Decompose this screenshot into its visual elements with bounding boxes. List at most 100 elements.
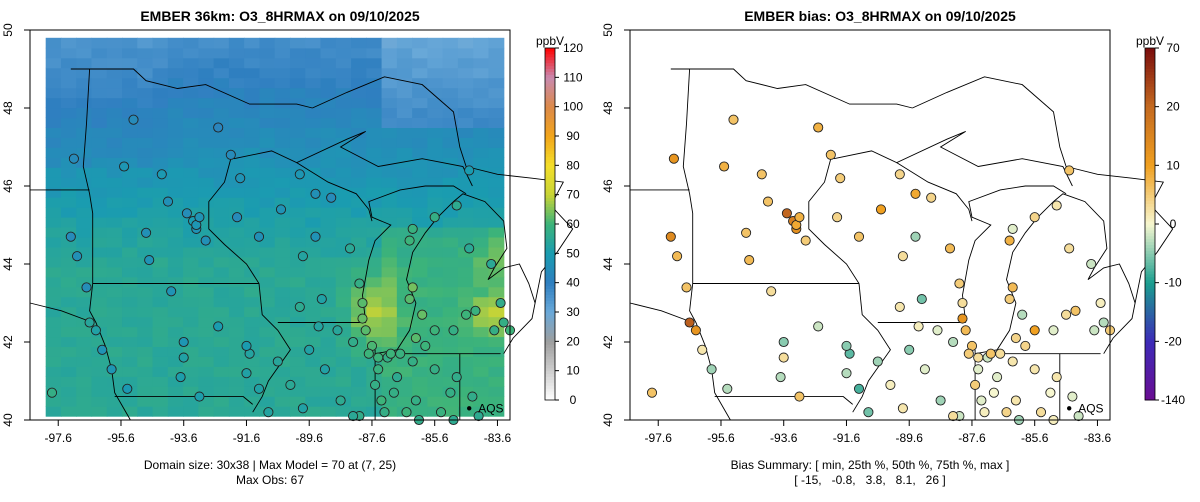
station-marker <box>495 297 506 309</box>
state-boundaries <box>29 68 574 421</box>
heatmap-cell <box>137 336 154 348</box>
heatmap-cell <box>305 236 322 248</box>
heatmap-cell <box>320 47 337 59</box>
heatmap-cell <box>366 37 383 49</box>
heatmap-cell <box>152 376 169 387</box>
heatmap-cell <box>335 346 352 357</box>
station-marker <box>294 301 305 312</box>
heatmap-cell <box>213 107 230 119</box>
station-marker <box>344 243 356 254</box>
colorbar-segment <box>545 270 555 275</box>
heatmap-cell <box>167 67 184 79</box>
heatmap-cell <box>106 326 123 338</box>
y-tick-label: 42 <box>601 335 615 349</box>
heatmap-cell <box>152 366 169 377</box>
heatmap-cell <box>381 167 398 178</box>
heatmap-cell <box>381 107 398 119</box>
heatmap-cell <box>351 216 367 228</box>
heatmap-cell <box>228 187 245 198</box>
heatmap-cell <box>106 336 123 348</box>
heatmap-cell <box>76 276 93 288</box>
colorbar-segment <box>1145 394 1155 398</box>
colorbar-segment <box>545 364 555 369</box>
station-marker <box>778 336 789 348</box>
station-marker <box>976 395 987 406</box>
heatmap-cell <box>412 77 428 89</box>
colorbar-unit: ppbV <box>1136 34 1164 48</box>
heatmap-cell <box>442 286 459 298</box>
heatmap-cell <box>305 396 322 407</box>
heatmap-cell <box>152 127 169 138</box>
station-marker <box>1010 395 1021 406</box>
colorbar-segment <box>545 92 555 96</box>
x-tick-label: -85.6 <box>421 431 449 445</box>
heatmap-cell <box>60 396 77 407</box>
colorbar-segment <box>1145 226 1155 231</box>
heatmap-cell <box>442 167 459 178</box>
station-marker <box>979 407 990 418</box>
heatmap-cell <box>198 386 215 397</box>
heatmap-cell <box>259 37 276 49</box>
heatmap-cell <box>228 336 245 348</box>
heatmap-cell <box>45 147 62 158</box>
heatmap-cell <box>366 77 383 89</box>
station-marker <box>926 192 937 203</box>
colorbar-segment <box>545 180 555 184</box>
heatmap-cell <box>381 97 398 109</box>
heatmap-cell <box>412 386 428 397</box>
station-marker <box>429 212 440 223</box>
heatmap-cell <box>473 336 490 348</box>
heatmap-cell <box>152 396 169 407</box>
colorbar-tick-label: 70 <box>1166 41 1180 55</box>
heatmap-cell <box>60 296 77 308</box>
heatmap-cell <box>106 296 123 308</box>
heatmap-cell <box>122 286 138 298</box>
x-tick-label: -83.6 <box>1084 431 1112 445</box>
heatmap-cell <box>137 306 154 318</box>
heatmap-cell <box>427 236 444 248</box>
heatmap-cell <box>442 137 459 148</box>
heatmap-cell <box>91 396 108 407</box>
heatmap-cell <box>213 57 230 69</box>
colorbar-segment <box>545 74 555 78</box>
heatmap-cell <box>183 276 199 288</box>
y-tick-label: 50 <box>1 23 15 37</box>
heatmap-cell <box>381 57 398 69</box>
heatmap-cell <box>488 157 505 168</box>
heatmap-cell <box>320 97 337 109</box>
heatmap-cell <box>183 187 199 198</box>
heatmap-cell <box>228 167 245 178</box>
heatmap-cell <box>381 177 398 188</box>
heatmap-cell <box>366 396 383 407</box>
colorbar-segment <box>545 367 555 372</box>
colorbar-segment <box>545 361 555 366</box>
colorbar-tick-label: 90 <box>566 129 580 143</box>
heatmap-cell <box>244 366 261 377</box>
heatmap-cell <box>137 276 154 288</box>
station-marker <box>728 114 739 125</box>
colorbar-segment <box>545 197 555 202</box>
station-marker <box>178 352 189 363</box>
colorbar-segment <box>1145 174 1155 178</box>
heatmap-cell <box>335 157 352 168</box>
heatmap-cell <box>106 266 123 278</box>
heatmap-cell <box>91 167 108 178</box>
heatmap-cell <box>244 137 261 148</box>
heatmap-cell <box>274 97 291 109</box>
heatmap-cell <box>381 157 398 168</box>
colorbar-segment <box>1145 156 1155 160</box>
heatmap-cell <box>122 77 138 89</box>
heatmap-cell <box>412 197 428 208</box>
station-marker <box>275 204 287 215</box>
heatmap-cell <box>76 336 93 348</box>
station-marker <box>332 325 343 336</box>
station-marker <box>963 348 974 359</box>
heatmap-cell <box>305 366 322 377</box>
colorbar-tick-label: 120 <box>563 41 583 55</box>
heatmap-cell <box>122 356 138 367</box>
heatmap-cell <box>244 246 261 258</box>
heatmap-cell <box>106 117 123 128</box>
state-boundary <box>682 68 694 284</box>
heatmap-cell <box>366 107 383 119</box>
heatmap-cell <box>427 336 444 348</box>
